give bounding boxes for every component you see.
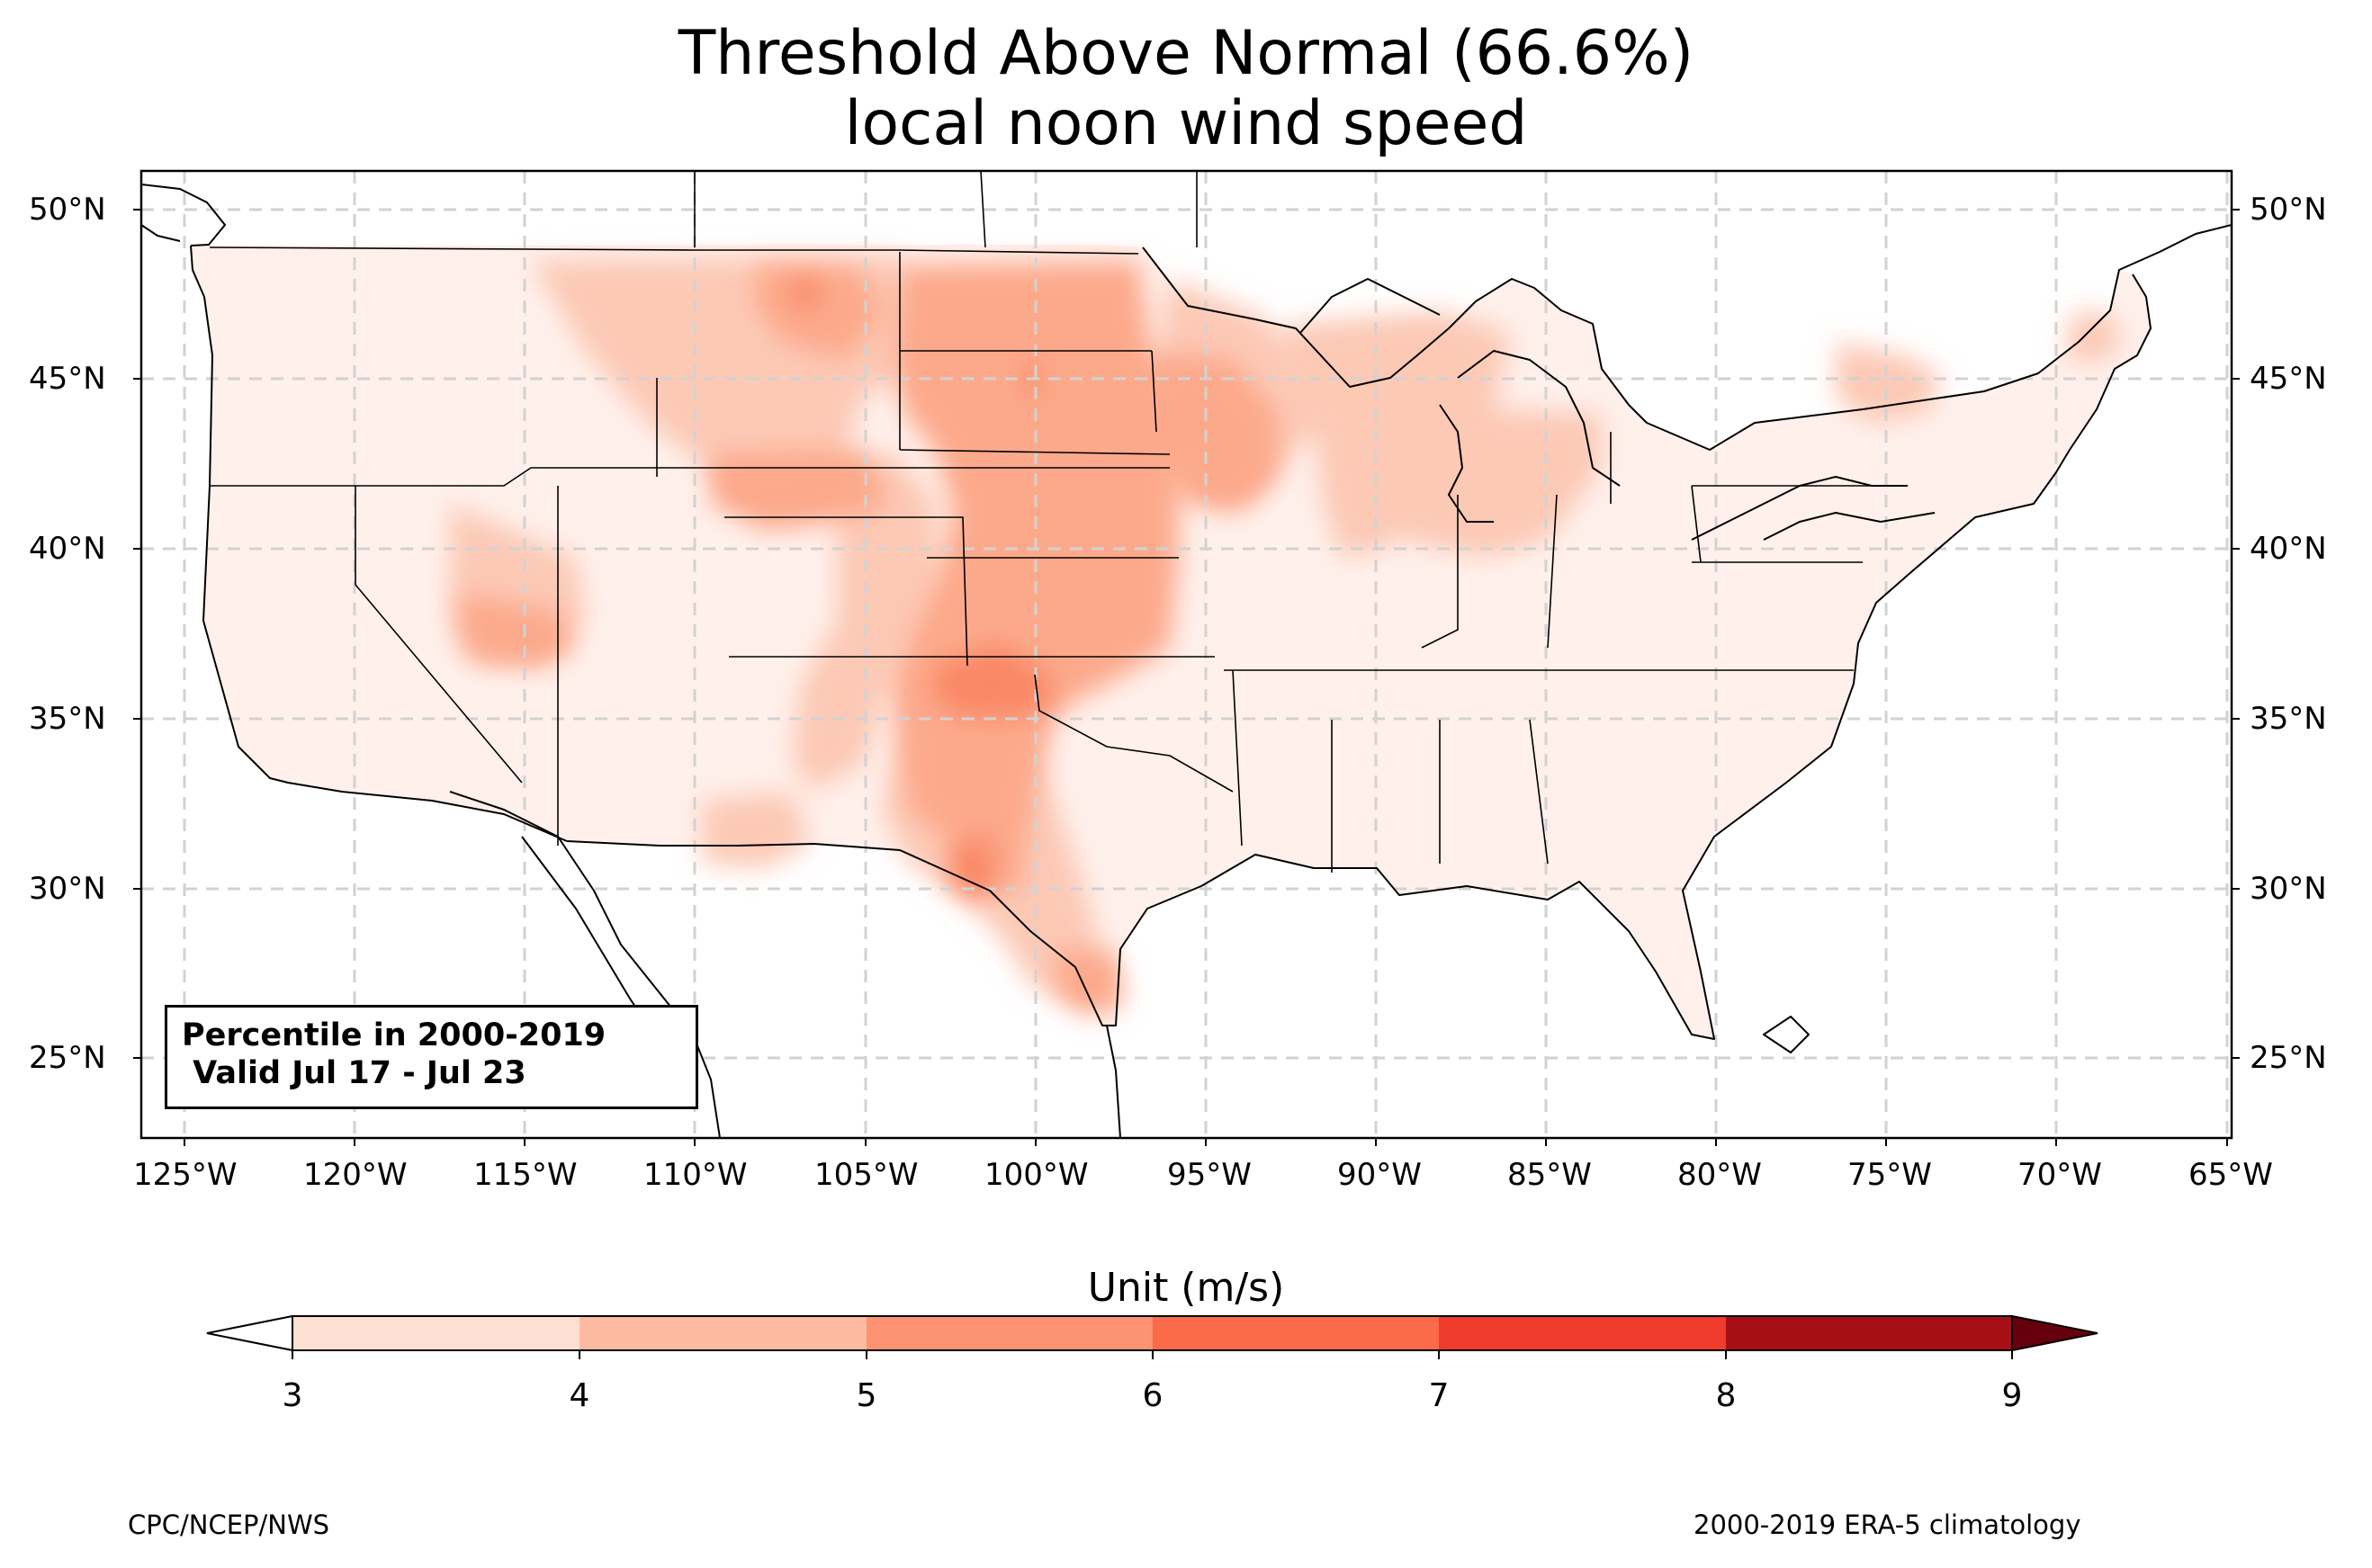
colorbar-bin-5-6 xyxy=(867,1316,1153,1350)
lon-label: 100°W xyxy=(984,1157,1089,1193)
colorbar-tick: 9 xyxy=(2001,1377,2023,1414)
lon-label: 70°W xyxy=(2017,1157,2102,1193)
colorbar-tick: 4 xyxy=(569,1377,590,1414)
colorbar-bin-4-5 xyxy=(580,1316,867,1350)
footer-left: CPC/NCEP/NWS xyxy=(128,1510,330,1540)
footer-right: 2000-2019 ERA-5 climatology xyxy=(1694,1510,2081,1540)
map-content xyxy=(141,171,2232,1138)
info-box: Percentile in 2000-2019 Valid Jul 17 - J… xyxy=(165,1005,698,1109)
lon-label: 120°W xyxy=(303,1157,408,1193)
lat-label-right: 35°N xyxy=(2250,701,2327,737)
lat-label-left: 50°N xyxy=(29,192,106,228)
colorbar-extend-low xyxy=(206,1314,293,1352)
lat-label-right: 30°N xyxy=(2250,871,2327,907)
lon-label: 75°W xyxy=(1847,1157,1932,1193)
graticule xyxy=(141,171,2232,1138)
info-box-line-1: Percentile in 2000-2019 xyxy=(182,1017,606,1053)
lat-label-left: 45°N xyxy=(29,361,106,397)
lon-label: 115°W xyxy=(473,1157,578,1193)
contour-6-7 xyxy=(792,279,1057,900)
lon-label: 105°W xyxy=(814,1157,919,1193)
colorbar-tick: 5 xyxy=(856,1377,877,1414)
lat-label-left: 25°N xyxy=(29,1040,106,1076)
lon-label: 95°W xyxy=(1167,1157,1252,1193)
map-title: Threshold Above Normal (66.6%) xyxy=(678,18,1694,89)
lat-label-left: 35°N xyxy=(29,701,106,737)
lon-label: 65°W xyxy=(2188,1157,2273,1193)
info-box-line-2: Valid Jul 17 - Jul 23 xyxy=(182,1055,526,1091)
colorbar-bin-8-9-b xyxy=(1840,1316,2012,1350)
colorbar-bin-3-4 xyxy=(292,1316,580,1350)
lat-label-right: 50°N xyxy=(2250,192,2327,228)
colorbar-extend-high xyxy=(2011,1314,2098,1352)
lat-label-left: 30°N xyxy=(29,871,106,907)
colorbar-tick: 3 xyxy=(282,1377,303,1414)
lat-label-left: 40°N xyxy=(29,531,106,567)
lat-label-right: 25°N xyxy=(2250,1040,2327,1076)
colorbar-bin-7-8 xyxy=(1439,1316,1726,1350)
colorbar-label: Unit (m/s) xyxy=(1087,1265,1285,1311)
lon-label: 125°W xyxy=(133,1157,238,1193)
colorbar-tick: 8 xyxy=(1715,1377,1737,1414)
boundaries xyxy=(209,171,1876,873)
lon-label: 85°W xyxy=(1507,1157,1592,1193)
map-subtitle: local noon wind speed xyxy=(844,88,1528,159)
lat-label-right: 40°N xyxy=(2250,531,2327,567)
colorbar-tick: 6 xyxy=(1142,1377,1164,1414)
axis-ticks xyxy=(133,209,2240,1146)
colorbar xyxy=(206,1314,2098,1359)
colorbar-tick: 7 xyxy=(1428,1377,1450,1414)
lon-label: 110°W xyxy=(643,1157,748,1193)
lon-label: 90°W xyxy=(1337,1157,1422,1193)
lat-label-right: 45°N xyxy=(2250,361,2327,397)
lon-label: 80°W xyxy=(1677,1157,1762,1193)
colorbar-bin-6-7 xyxy=(1153,1316,1439,1350)
map-frame xyxy=(139,169,2233,1140)
